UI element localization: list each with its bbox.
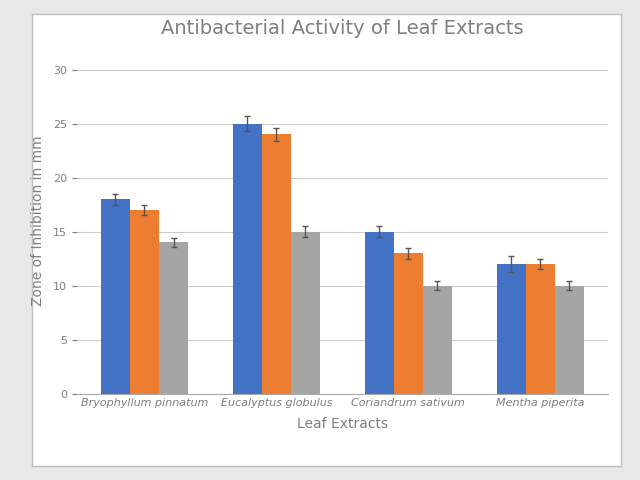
Bar — [526, 264, 555, 394]
Title: Antibacterial Activity of Leaf Extracts: Antibacterial Activity of Leaf Extracts — [161, 19, 524, 38]
Bar — [394, 253, 423, 394]
Y-axis label: Zone of Inhibition in mm: Zone of Inhibition in mm — [31, 135, 45, 306]
Bar — [233, 124, 262, 394]
Bar — [262, 134, 291, 394]
Bar — [365, 232, 394, 394]
Bar — [101, 199, 130, 394]
Bar — [291, 232, 320, 394]
Bar — [555, 286, 584, 394]
Bar — [130, 210, 159, 394]
Bar — [497, 264, 526, 394]
X-axis label: Leaf Extracts: Leaf Extracts — [297, 417, 388, 431]
Bar — [423, 286, 452, 394]
Bar — [159, 242, 188, 394]
